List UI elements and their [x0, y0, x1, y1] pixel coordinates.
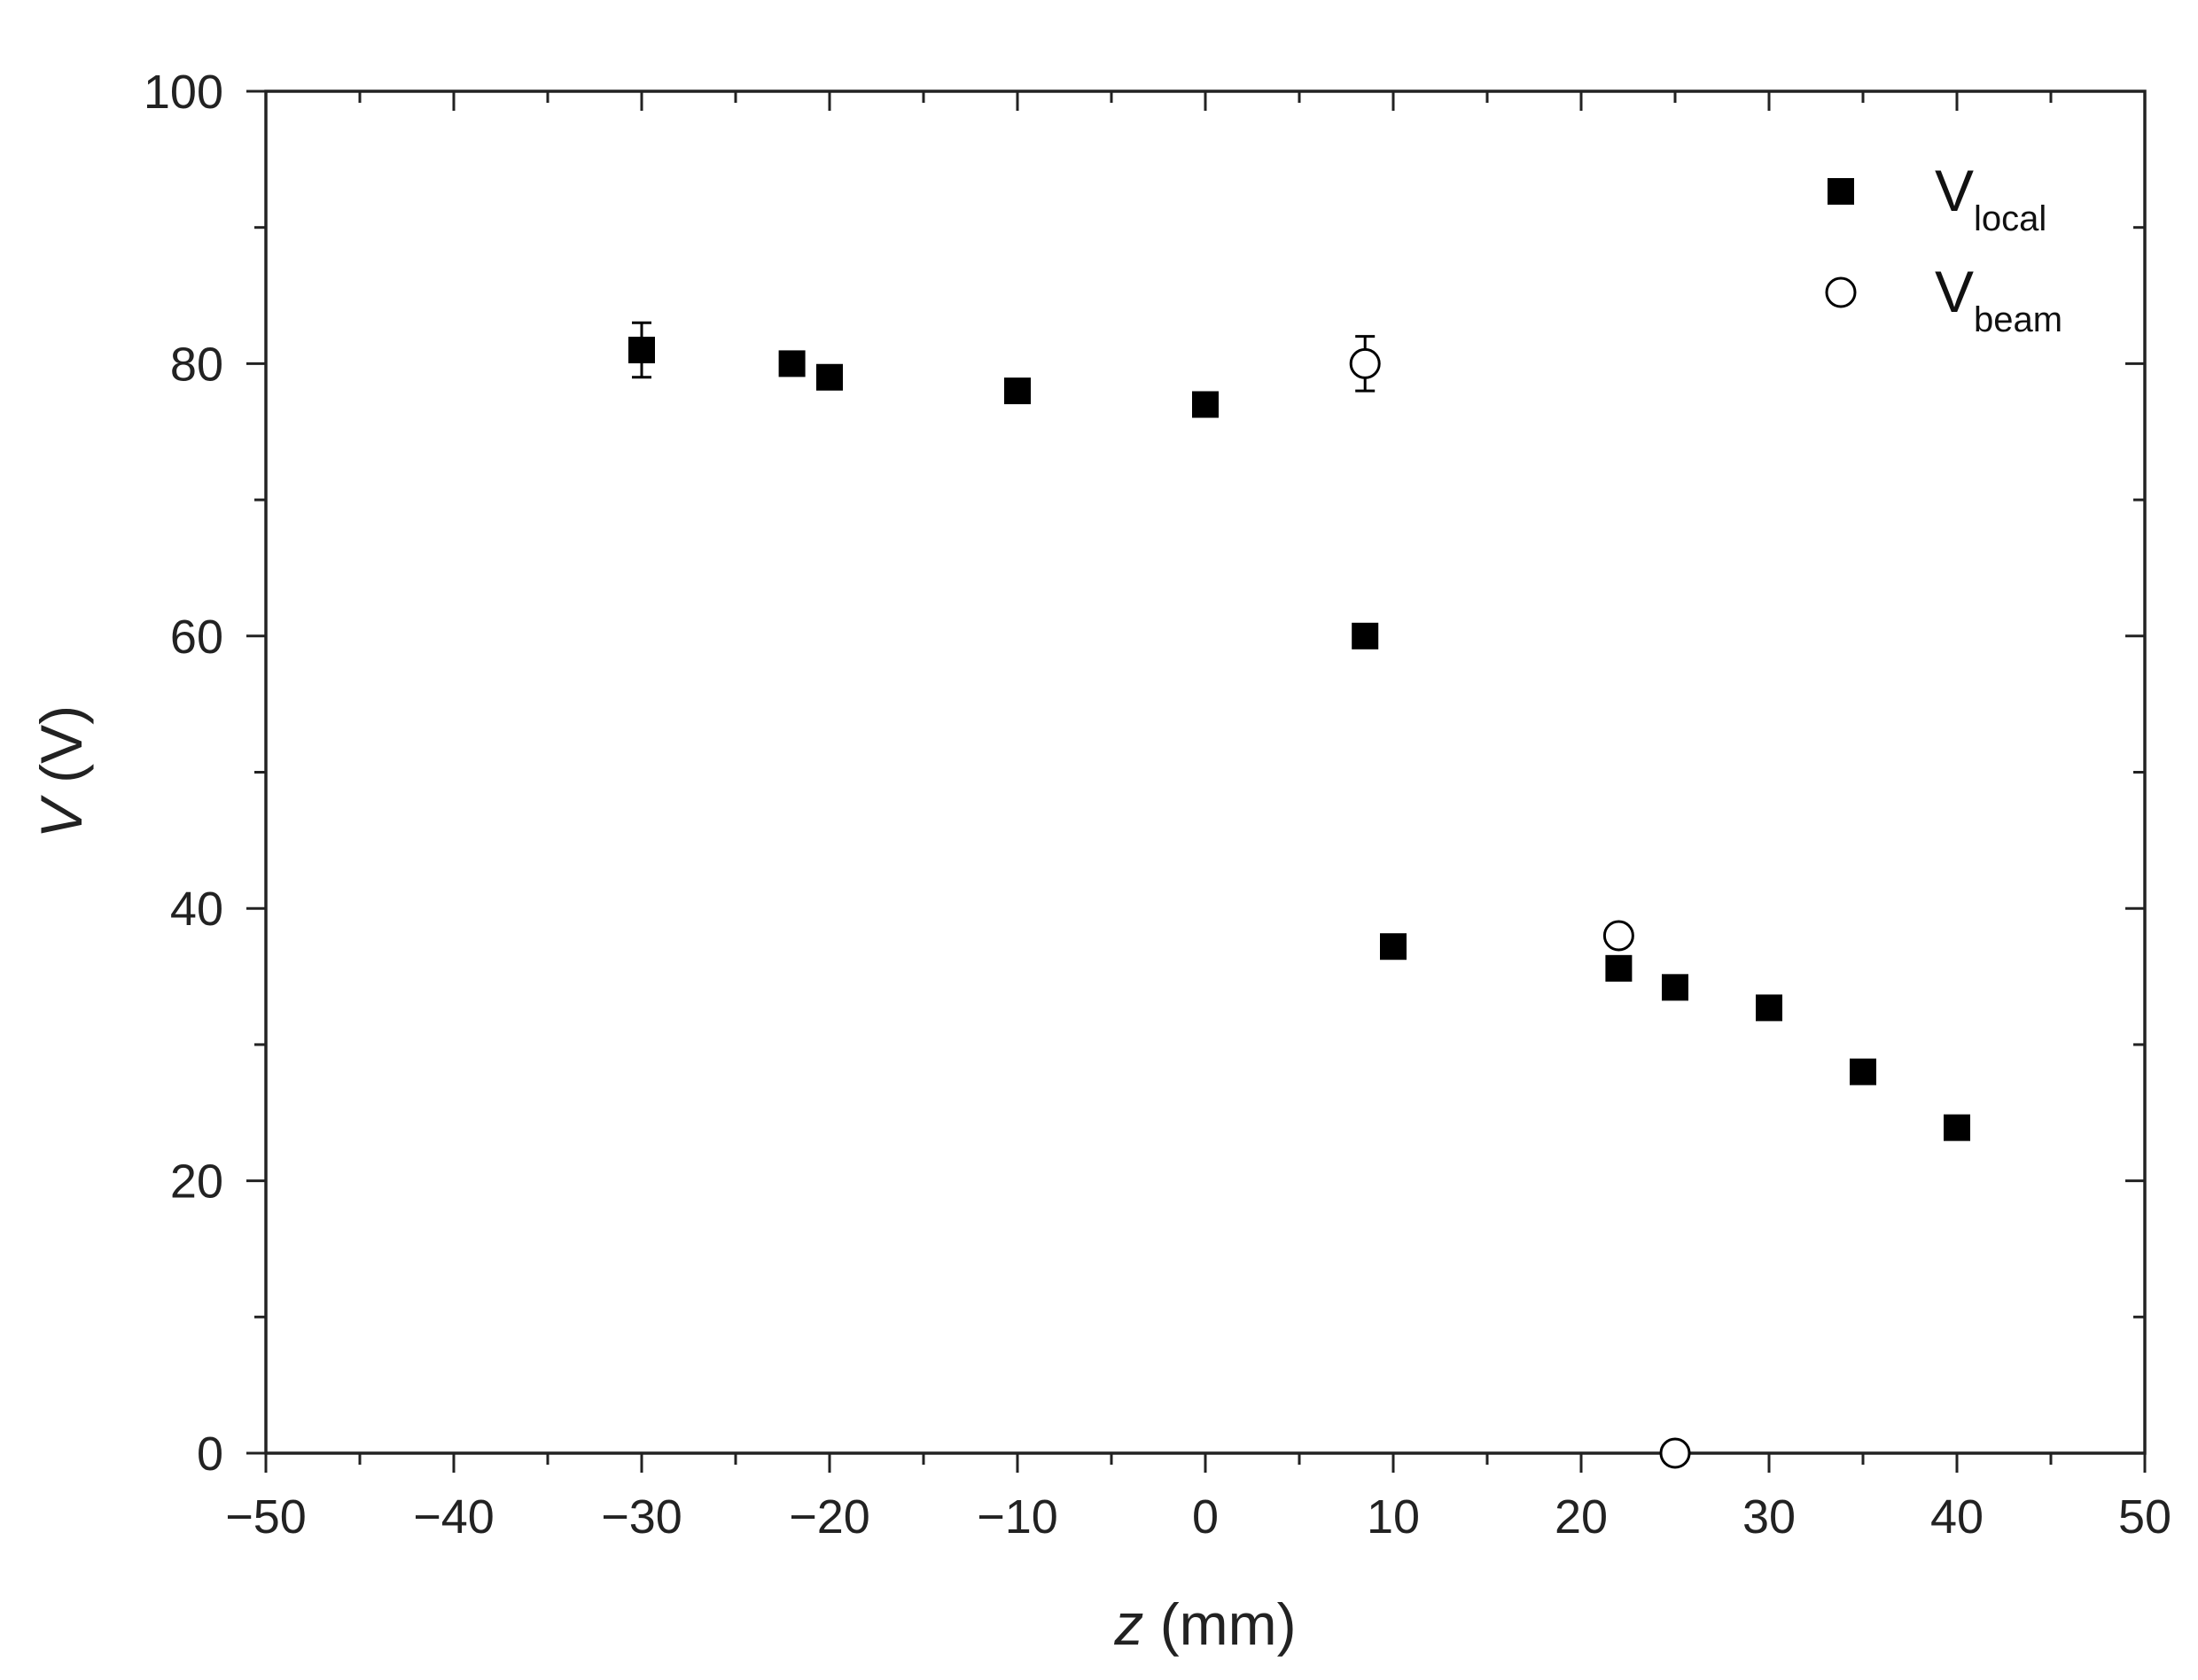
y-tick-label: 0: [197, 1427, 223, 1481]
x-tick-label: 40: [1930, 1490, 1984, 1544]
y-tick-label: 80: [170, 338, 223, 391]
data-point-local: [1756, 994, 1782, 1022]
legend-label-beam: Vbeam: [1935, 259, 2062, 339]
plot-frame: [264, 89, 2147, 1455]
x-tick-label: 10: [1367, 1490, 1420, 1544]
data-point-local: [1192, 391, 1219, 418]
data-point-local: [1380, 933, 1407, 961]
x-axis-label: z (mm): [1113, 1591, 1296, 1657]
x-tick-label: 30: [1742, 1490, 1796, 1544]
x-tick-label: −50: [225, 1490, 307, 1544]
data-point-local: [1605, 954, 1633, 982]
y-tick-label: 20: [170, 1155, 223, 1209]
x-tick-label: −20: [789, 1490, 870, 1544]
y-tick-label: 100: [144, 66, 223, 119]
data-point-local: [1850, 1058, 1876, 1085]
x-tick-label: 0: [1192, 1490, 1219, 1544]
x-tick-label: 50: [2118, 1490, 2171, 1544]
axis-tick-labels: −50 −40 −30 −20 −10 0 10 20 30 40 50 0 20 40 60 80 100: [144, 66, 2171, 1544]
data-point-local: [778, 350, 806, 377]
legend-marker-beam: [1825, 276, 1857, 308]
data-point-local: [1944, 1114, 1970, 1141]
legend-label-local: Vlocal: [1935, 158, 2046, 238]
data-point-beam: [1349, 347, 1381, 379]
data-points: [628, 337, 1970, 1469]
x-tick-label: −10: [977, 1490, 1058, 1544]
y-axis-label: V (V): [28, 705, 94, 838]
data-point-local: [816, 363, 843, 391]
y-tick-label: 40: [170, 883, 223, 936]
y-tick-label: 60: [170, 611, 223, 664]
axis-ticks: [246, 89, 2147, 1473]
data-point-local: [628, 337, 655, 364]
legend-marker-local: [1828, 178, 1854, 205]
x-tick-label: 20: [1555, 1490, 1608, 1544]
data-point-local: [1352, 622, 1379, 649]
data-point-local: [1004, 377, 1031, 405]
x-tick-label: −30: [601, 1490, 682, 1544]
legend: Vlocal Vbeam: [1825, 158, 2062, 339]
data-point-beam: [1602, 920, 1634, 952]
data-point-beam: [1659, 1437, 1691, 1469]
error-bars: [632, 321, 1376, 393]
data-point-local: [1662, 974, 1688, 1001]
x-tick-label: −40: [413, 1490, 495, 1544]
